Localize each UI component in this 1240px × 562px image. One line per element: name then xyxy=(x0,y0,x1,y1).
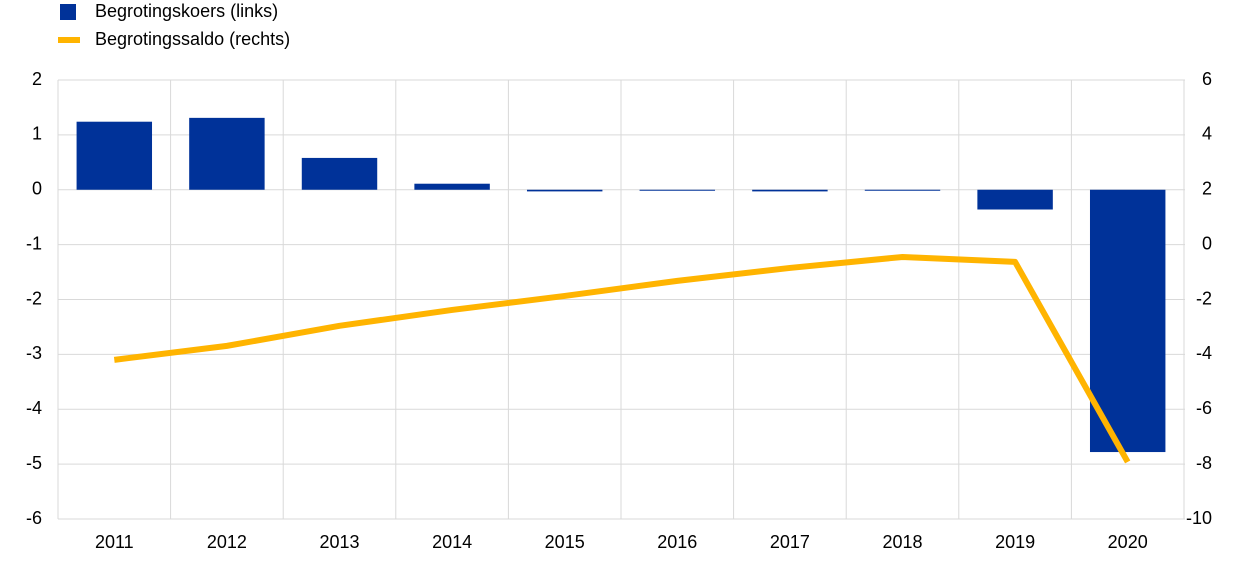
x-tick-label: 2019 xyxy=(995,532,1035,552)
x-tick-label: 2011 xyxy=(95,532,134,552)
y-tick-label: 1 xyxy=(32,124,42,144)
y2-tick-label: -10 xyxy=(1186,508,1212,528)
y2-tick-label: -4 xyxy=(1196,343,1212,363)
x-tick-label: 2017 xyxy=(770,532,810,552)
y-tick-label: -4 xyxy=(26,398,42,418)
bar xyxy=(526,189,603,192)
legend-swatch xyxy=(58,37,80,43)
x-tick-label: 2013 xyxy=(319,532,359,552)
bar xyxy=(752,189,828,192)
bar xyxy=(1089,189,1166,453)
bar xyxy=(977,189,1053,210)
line xyxy=(113,253,1131,464)
y-tick-label: 2 xyxy=(32,69,42,89)
y-tick-label: 0 xyxy=(32,179,42,199)
y-tick-label: -1 xyxy=(26,233,42,253)
x-tick-label: 2014 xyxy=(432,532,472,552)
x-tick-label: 2012 xyxy=(207,532,247,552)
x-tick-label: 2016 xyxy=(657,532,697,552)
bar xyxy=(76,121,153,190)
y2-tick-label: -6 xyxy=(1196,398,1212,418)
bar xyxy=(864,189,941,191)
y-tick-label: -6 xyxy=(26,508,42,528)
legend-label: Begrotingssaldo (rechts) xyxy=(95,29,290,49)
y-tick-label: -3 xyxy=(26,343,42,363)
y2-tick-label: 2 xyxy=(1202,179,1212,199)
x-tick-label: 2020 xyxy=(1108,532,1148,552)
y-tick-label: -5 xyxy=(26,453,42,473)
y2-tick-label: 4 xyxy=(1202,124,1212,144)
y2-tick-label: 6 xyxy=(1202,69,1212,89)
bar xyxy=(189,117,265,190)
bar xyxy=(414,183,490,190)
y-tick-label: -2 xyxy=(26,288,42,308)
legend-label: Begrotingskoers (links) xyxy=(95,1,278,21)
x-tick-label: 2018 xyxy=(882,532,922,552)
y2-tick-label: 0 xyxy=(1202,233,1212,253)
legend-swatch xyxy=(60,4,76,20)
x-tick-label: 2015 xyxy=(545,532,585,552)
y2-tick-label: -8 xyxy=(1196,453,1212,473)
bar xyxy=(301,157,378,190)
y2-tick-label: -2 xyxy=(1196,288,1212,308)
bar xyxy=(639,189,716,191)
